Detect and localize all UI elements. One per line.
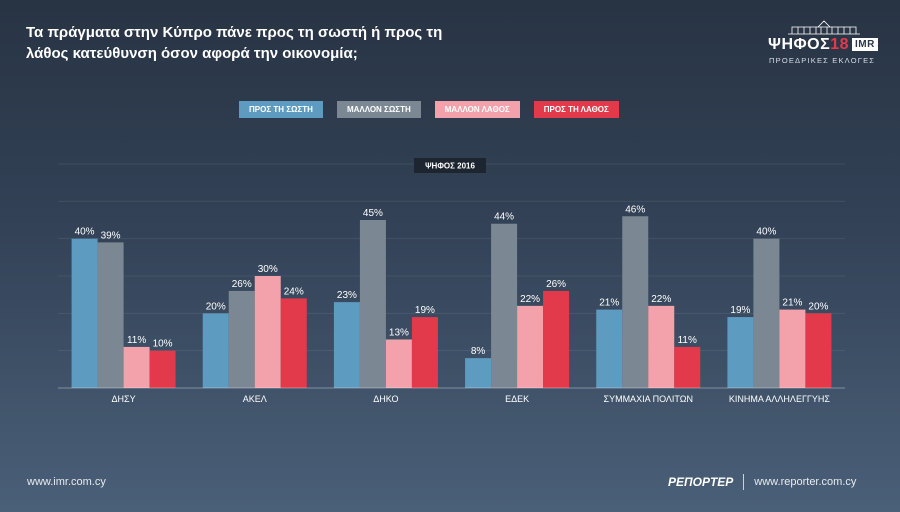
chart-legend: ΠΡΟΣ ΤΗ ΣΩΣΤΗ ΜΑΛΛΟΝ ΣΩΣΤΗ ΜΑΛΛΟΝ ΛΑΘΟΣ ΠΡΟ… <box>239 101 619 118</box>
bar-2-5 <box>622 216 649 388</box>
data-label: 11% <box>127 335 146 346</box>
reporter-footer: ΡΕΠΟΡΤΕΡ www.reporter.com.cy <box>668 474 856 490</box>
x-tick-label: ΔΗΣΥ <box>112 394 136 404</box>
year-badge <box>414 158 486 173</box>
data-label: 45% <box>363 208 383 219</box>
x-tick-label: ΑΚΕΛ <box>243 394 267 404</box>
legend-item-1: ΠΡΟΣ ΤΗ ΣΩΣΤΗ <box>239 101 323 118</box>
data-label: 13% <box>389 327 409 338</box>
bar-1-2 <box>202 313 229 388</box>
data-label: 8% <box>471 346 486 357</box>
data-label: 40% <box>756 227 776 238</box>
data-label: 20% <box>808 301 828 312</box>
data-label: 11% <box>678 335 697 346</box>
chart-title: Τα πράγματα στην Κύπρο πάνε προς τη σωστ… <box>26 24 443 62</box>
bar-2-3 <box>359 220 386 388</box>
bar-3-4 <box>517 305 544 388</box>
x-tick-label: ΚΙΝΗΜΑ ΑΛΛΗΛΕΓΓΥΗΣ <box>729 394 830 404</box>
reporter-website[interactable]: www.reporter.com.cy <box>754 476 857 488</box>
bar-3-5 <box>648 305 675 388</box>
bar-1-6 <box>727 317 754 388</box>
data-label: 22% <box>651 294 671 305</box>
legend-item-4: ΠΡΟΣ ΤΗ ΛΑΘΟΣ <box>533 101 619 118</box>
data-label: 39% <box>101 230 121 241</box>
bar-1-3 <box>333 302 360 388</box>
bar-3-6 <box>779 309 806 388</box>
data-label: 23% <box>337 290 357 301</box>
bar-2-2 <box>228 290 255 388</box>
bar-4-1 <box>149 350 176 388</box>
data-label: 44% <box>494 212 514 223</box>
bar-3-3 <box>385 339 412 388</box>
bar-3-2 <box>254 276 281 388</box>
data-label: 22% <box>520 294 540 305</box>
bar-4-5 <box>674 346 701 388</box>
data-label: 24% <box>284 286 304 297</box>
data-label: 20% <box>206 301 226 312</box>
data-label: 21% <box>599 298 619 309</box>
logo-brand: ΨΗΦΟΣ18 IMR <box>768 36 878 54</box>
imr-website[interactable]: www.imr.com.cy <box>27 476 106 488</box>
bar-4-4 <box>543 290 570 388</box>
bar-4-3 <box>411 317 438 388</box>
bar-1-5 <box>596 309 623 388</box>
bar-2-6 <box>753 238 780 388</box>
bar-1-4 <box>465 358 492 388</box>
data-label: 30% <box>258 264 278 275</box>
data-label: 10% <box>153 339 173 350</box>
x-tick-label: ΣΥΜΜΑΧΙΑ ΠΟΛΙΤΩΝ <box>604 394 694 404</box>
data-label: 40% <box>75 227 95 238</box>
data-label: 19% <box>415 305 435 316</box>
parliament-building-icon <box>788 20 860 35</box>
footer-divider <box>743 474 745 490</box>
x-tick-label: ΔΗΚΟ <box>373 394 398 404</box>
bar-4-2 <box>280 298 307 388</box>
bar-2-1 <box>97 242 124 388</box>
x-tick-label: ΕΔΕΚ <box>505 394 529 404</box>
reporter-logo: ΡΕΠΟΡΤΕΡ <box>668 475 734 489</box>
data-label: 21% <box>782 298 802 309</box>
bar-2-4 <box>491 223 518 388</box>
data-label: 46% <box>625 204 645 215</box>
legend-item-2: ΜΑΛΛΟΝ ΣΩΣΤΗ <box>336 101 421 118</box>
logo-subtitle: ΠΡΟΕΔΡΙΚΕΣ ΕΚΛΟΓΕΣ <box>769 56 876 65</box>
psifos18-logo: ΨΗΦΟΣ18 IMR ΠΡΟΕΔΡΙΚΕΣ ΕΚΛΟΓΕΣ <box>768 18 880 65</box>
year-badge-label: ΨΗΦΟΣ 2016 <box>425 162 475 171</box>
bar-1-1 <box>71 238 98 388</box>
data-label: 19% <box>730 305 750 316</box>
data-label: 26% <box>546 279 566 290</box>
legend-item-3: ΜΑΛΛΟΝ ΛΑΘΟΣ <box>434 101 520 118</box>
bar-4-6 <box>805 313 832 388</box>
data-label: 26% <box>232 279 252 290</box>
bar-3-1 <box>123 346 150 388</box>
